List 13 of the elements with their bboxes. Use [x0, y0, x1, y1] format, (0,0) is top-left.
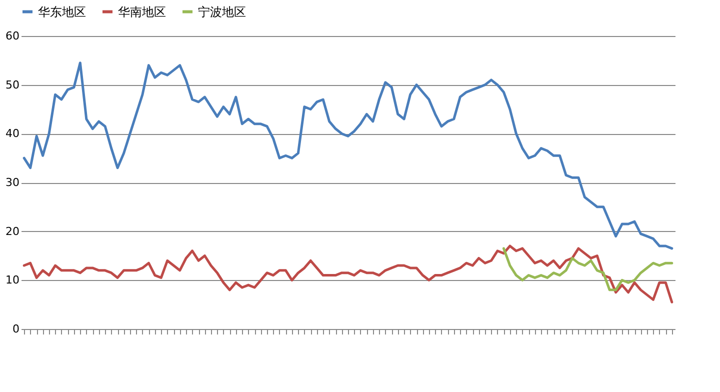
- line-series: [502, 247, 674, 292]
- y-tick-label: 30: [6, 176, 20, 189]
- y-tick-label: 20: [6, 224, 20, 238]
- y-tick-label: 40: [6, 127, 20, 140]
- line-series: [22, 244, 674, 304]
- y-tick-label: 0: [12, 322, 20, 336]
- legend-label: 宁波地区: [198, 4, 246, 19]
- legend-label: 华南地区: [118, 4, 166, 19]
- line-series: [22, 62, 674, 250]
- y-tick-label: 10: [6, 274, 20, 287]
- y-tick-label: 60: [6, 30, 20, 42]
- legend-label: 华东地区: [38, 4, 86, 19]
- y-tick-label: 50: [6, 78, 20, 92]
